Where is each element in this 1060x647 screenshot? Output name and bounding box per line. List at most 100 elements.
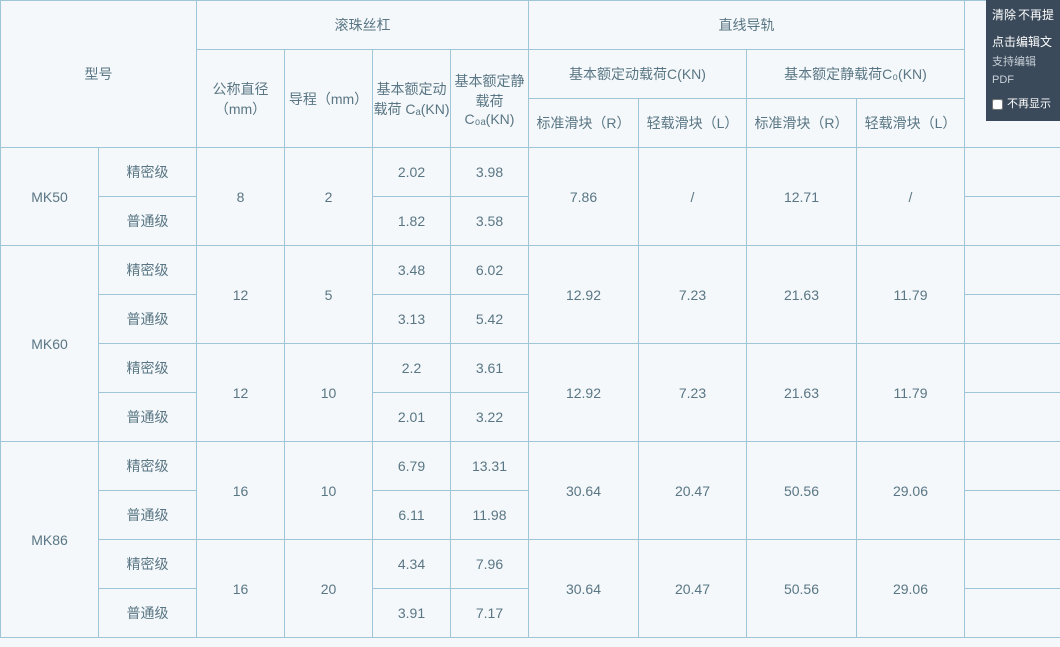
hdr-coa: 基本额定静载荷 C₀ₐ(KN) (451, 50, 529, 148)
cell-extra (965, 491, 1060, 540)
cell-grade: 精密级 (99, 442, 197, 491)
table-row: 精密级12102.23.6112.927.2321.6311.79 (1, 344, 1060, 393)
cell-dynR: 30.64 (529, 442, 639, 540)
cell-statR: 21.63 (747, 246, 857, 344)
cell-extra (965, 295, 1060, 344)
cell-model: MK50 (1, 148, 99, 246)
table-body: MK50精密级822.023.987.86/12.71/普通级1.823.58M… (1, 148, 1060, 638)
hdr-dynL: 轻载滑块（L） (639, 99, 747, 148)
cell-dia: 12 (197, 344, 285, 442)
sidebar-noremind[interactable]: 不再提 (1018, 6, 1054, 25)
cell-dia: 16 (197, 442, 285, 540)
cell-coa: 11.98 (451, 491, 529, 540)
cell-dynR: 30.64 (529, 540, 639, 638)
cell-coa: 13.31 (451, 442, 529, 491)
cell-dynL: / (639, 148, 747, 246)
cell-statR: 21.63 (747, 344, 857, 442)
cell-ca: 2.2 (373, 344, 451, 393)
pdf-sidebar: 清除 不再提 点击编辑文 支持编辑PDF 不再显示 (986, 0, 1060, 121)
sidebar-noshow-label[interactable]: 不再显示 (992, 96, 1054, 114)
hdr-ballscrew: 滚珠丝杠 (197, 1, 529, 50)
cell-grade: 普通级 (99, 589, 197, 638)
hdr-lead: 导程（mm） (285, 50, 373, 148)
cell-grade: 普通级 (99, 295, 197, 344)
cell-extra (965, 540, 1060, 589)
cell-dia: 8 (197, 148, 285, 246)
cell-ca: 3.48 (373, 246, 451, 295)
cell-dia: 12 (197, 246, 285, 344)
cell-extra (965, 246, 1060, 295)
cell-coa: 5.42 (451, 295, 529, 344)
table-row: MK50精密级822.023.987.86/12.71/ (1, 148, 1060, 197)
cell-statL: 11.79 (857, 344, 965, 442)
cell-extra (965, 589, 1060, 638)
cell-dia: 16 (197, 540, 285, 638)
cell-dynL: 7.23 (639, 246, 747, 344)
cell-lead: 10 (285, 344, 373, 442)
hdr-model: 型号 (1, 1, 197, 148)
hdr-dynR: 标准滑块（R） (529, 99, 639, 148)
hdr-dynC: 基本额定动载荷C(KN) (529, 50, 747, 99)
cell-model: MK86 (1, 442, 99, 638)
cell-coa: 7.96 (451, 540, 529, 589)
cell-ca: 2.01 (373, 393, 451, 442)
sidebar-noshow-text: 不再显示 (1007, 96, 1051, 114)
cell-coa: 3.61 (451, 344, 529, 393)
hdr-statC0: 基本额定静载荷C₀(KN) (747, 50, 965, 99)
cell-coa: 3.58 (451, 197, 529, 246)
cell-extra (965, 148, 1060, 197)
cell-statL: 11.79 (857, 246, 965, 344)
cell-ca: 4.34 (373, 540, 451, 589)
sidebar-clear[interactable]: 清除 (992, 6, 1016, 25)
table-row: MK60精密级1253.486.0212.927.2321.6311.79 (1, 246, 1060, 295)
cell-model: MK60 (1, 246, 99, 442)
hdr-dia: 公称直径（mm） (197, 50, 285, 148)
cell-statR: 50.56 (747, 442, 857, 540)
hdr-statL: 轻载滑块（L） (857, 99, 965, 148)
cell-lead: 2 (285, 148, 373, 246)
cell-statL: 29.06 (857, 540, 965, 638)
cell-statR: 50.56 (747, 540, 857, 638)
cell-dynL: 20.47 (639, 442, 747, 540)
cell-ca: 3.13 (373, 295, 451, 344)
hdr-linearguide: 直线导轨 (529, 1, 965, 50)
cell-statL: / (857, 148, 965, 246)
cell-grade: 精密级 (99, 148, 197, 197)
table-header: 型号 滚珠丝杠 直线导轨 公称直径（mm） 导程（mm） 基本额定动载荷 Cₐ(… (1, 1, 1060, 148)
cell-lead: 20 (285, 540, 373, 638)
sidebar-clickedit[interactable]: 点击编辑文 (992, 33, 1054, 52)
cell-ca: 2.02 (373, 148, 451, 197)
cell-coa: 6.02 (451, 246, 529, 295)
cell-grade: 普通级 (99, 491, 197, 540)
cell-grade: 普通级 (99, 197, 197, 246)
cell-dynL: 20.47 (639, 540, 747, 638)
table-row: MK86精密级16106.7913.3130.6420.4750.5629.06 (1, 442, 1060, 491)
cell-dynR: 7.86 (529, 148, 639, 246)
cell-extra (965, 197, 1060, 246)
sidebar-noshow-checkbox[interactable] (992, 99, 1003, 110)
cell-extra (965, 393, 1060, 442)
spec-table: 型号 滚珠丝杠 直线导轨 公称直径（mm） 导程（mm） 基本额定动载荷 Cₐ(… (0, 0, 1060, 638)
cell-ca: 3.91 (373, 589, 451, 638)
cell-ca: 1.82 (373, 197, 451, 246)
sidebar-supportpdf: 支持编辑PDF (992, 54, 1054, 89)
table-row: 精密级16204.347.9630.6420.4750.5629.06 (1, 540, 1060, 589)
cell-dynR: 12.92 (529, 344, 639, 442)
cell-statR: 12.71 (747, 148, 857, 246)
cell-grade: 精密级 (99, 246, 197, 295)
cell-extra (965, 442, 1060, 491)
cell-dynL: 7.23 (639, 344, 747, 442)
cell-lead: 5 (285, 246, 373, 344)
cell-grade: 普通级 (99, 393, 197, 442)
cell-ca: 6.11 (373, 491, 451, 540)
cell-coa: 3.98 (451, 148, 529, 197)
cell-extra (965, 344, 1060, 393)
hdr-ca: 基本额定动载荷 Cₐ(KN) (373, 50, 451, 148)
cell-dynR: 12.92 (529, 246, 639, 344)
cell-coa: 7.17 (451, 589, 529, 638)
cell-ca: 6.79 (373, 442, 451, 491)
cell-grade: 精密级 (99, 344, 197, 393)
hdr-statR: 标准滑块（R） (747, 99, 857, 148)
cell-lead: 10 (285, 442, 373, 540)
cell-coa: 3.22 (451, 393, 529, 442)
